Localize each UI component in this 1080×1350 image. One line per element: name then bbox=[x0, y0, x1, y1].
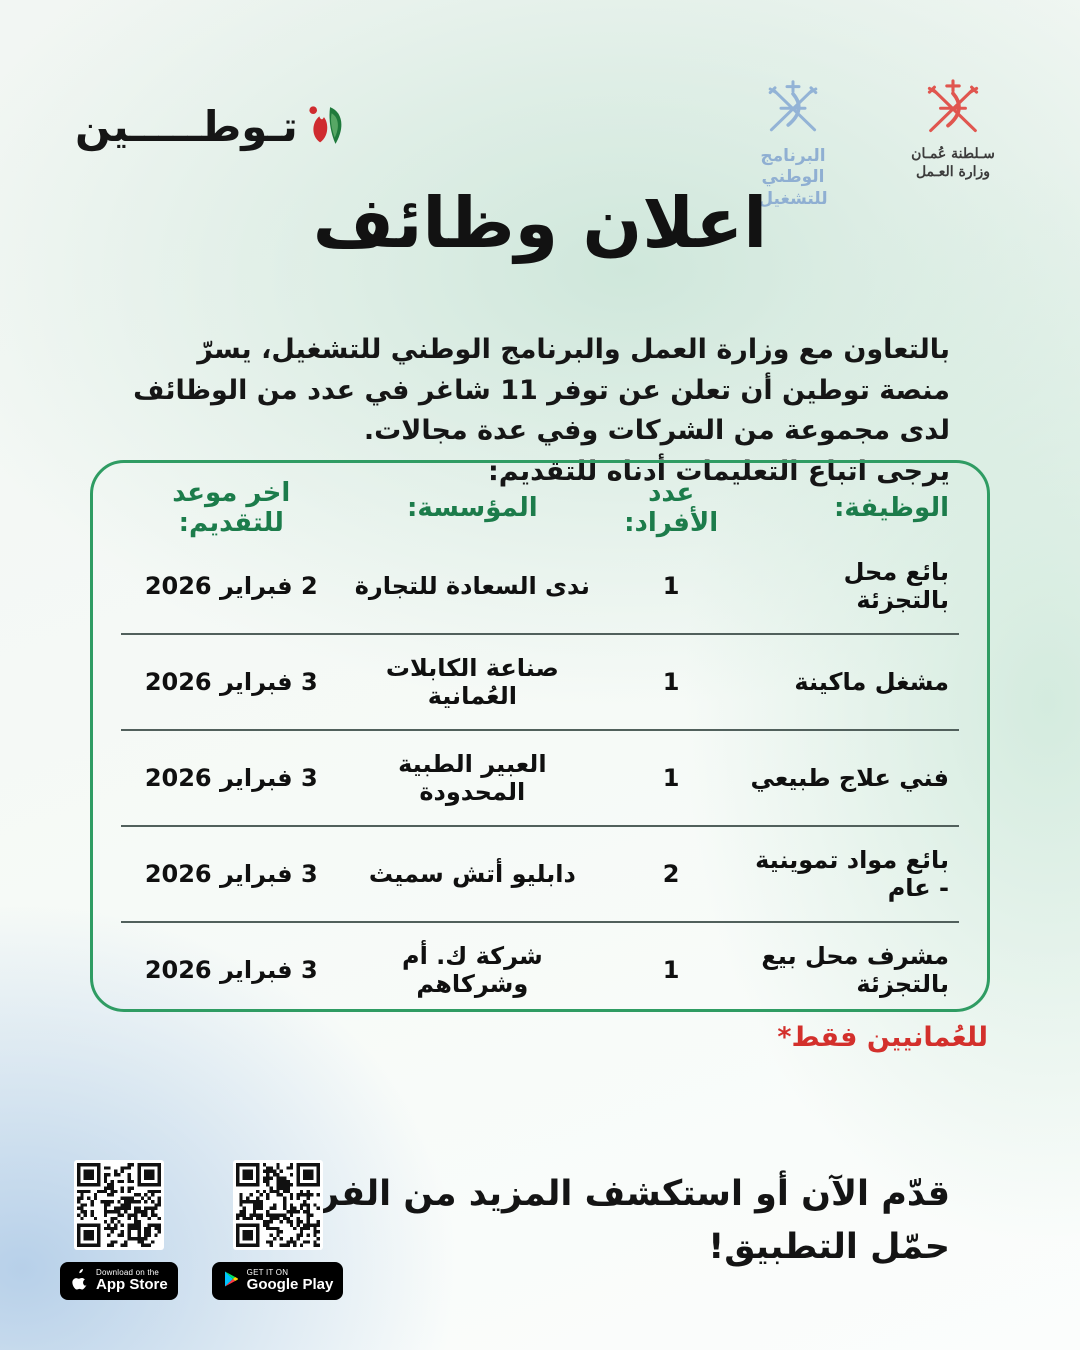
nep-label-line2: للتشغيل bbox=[758, 188, 828, 209]
footer-cta: قدّم الآن أو استكشف المزيد من الفرص. حمّ… bbox=[259, 1168, 950, 1273]
count-cell: 1 bbox=[662, 572, 680, 600]
googleplay-badge-top: GET IT ON bbox=[246, 1267, 289, 1277]
googleplay-qr-code bbox=[232, 1160, 323, 1250]
appstore-badge-bottom: App Store bbox=[96, 1276, 168, 1294]
tawteen-flower-icon bbox=[304, 96, 350, 156]
ministry-of-labour-logo: سـلطنة عُمـان وزارة العـمل bbox=[888, 76, 1018, 181]
table-row: مشغل ماكينة 1 صناعة الكابلات العُمانية 3… bbox=[117, 635, 963, 729]
header-job: الوظيفة: bbox=[834, 493, 949, 523]
appstore-column: Download on the App Store bbox=[60, 1160, 178, 1300]
company-cell: دابليو أتش سميث bbox=[368, 860, 576, 888]
header-count: عدد الأفراد: bbox=[624, 478, 719, 538]
row-divider bbox=[121, 825, 959, 827]
company-cell: شركة ك. أم وشركاهم bbox=[401, 942, 543, 998]
national-employment-program-logo: البرنامج الوطني للتشغيل bbox=[728, 76, 858, 210]
app-download-section: Download on the App Store GET IT ON bbox=[60, 1160, 344, 1300]
deadline-cell: 3 فبراير 2026 bbox=[144, 764, 318, 792]
table-row: بائع محل بالتجزئة 1 ندى السعادة للتجارة … bbox=[117, 539, 963, 633]
table-header-row: الوظيفة: عدد الأفراد: المؤسسة: اخر موعد … bbox=[117, 477, 963, 539]
googleplay-badge-bottom: Google Play bbox=[246, 1276, 334, 1294]
googleplay-column: GET IT ON Google Play bbox=[211, 1160, 344, 1300]
oman-emblem-icon bbox=[922, 76, 984, 142]
intro-text: بالتعاون مع وزارة العمل والبرنامج الوطني… bbox=[128, 330, 950, 492]
deadline-cell: 3 فبراير 2026 bbox=[144, 860, 318, 888]
row-divider bbox=[121, 921, 959, 923]
appstore-badge-top: Download on the bbox=[96, 1267, 160, 1277]
appstore-qr-code bbox=[73, 1160, 164, 1250]
intro-paragraph: بالتعاون مع وزارة العمل والبرنامج الوطني… bbox=[133, 334, 950, 446]
google-play-icon bbox=[222, 1269, 240, 1294]
table-row: بائع مواد تموينية - عام 2 دابليو أتش سمي… bbox=[117, 827, 963, 921]
job-cell: بائع محل بالتجزئة bbox=[843, 558, 949, 614]
omanis-only-note: للعُمانيين فقط* bbox=[777, 1022, 988, 1053]
job-cell: بائع مواد تموينية - عام bbox=[755, 846, 949, 902]
count-cell: 1 bbox=[662, 956, 680, 984]
count-cell: 2 bbox=[662, 860, 680, 888]
googleplay-badge[interactable]: GET IT ON Google Play bbox=[211, 1262, 344, 1300]
job-cell: مشرف محل بيع بالتجزئة bbox=[761, 942, 949, 998]
cta-line1: قدّم الآن أو استكشف المزيد من الفرص. bbox=[258, 1174, 950, 1214]
government-logos: البرنامج الوطني للتشغيل سـلطنة عُمـان وز… bbox=[728, 76, 1018, 210]
company-cell: ندى السعادة للتجارة bbox=[354, 572, 590, 600]
tawteen-logo: تـوطـــــين bbox=[75, 96, 350, 156]
tawteen-wordmark: تـوطـــــين bbox=[75, 101, 299, 151]
job-cell: مشغل ماكينة bbox=[794, 668, 949, 696]
page-title: اعلان وظائف bbox=[312, 182, 768, 264]
count-cell: 1 bbox=[662, 764, 680, 792]
company-cell: العبير الطبية المحدودة bbox=[398, 750, 547, 806]
cta-line2: حمّل التطبيق! bbox=[708, 1226, 950, 1267]
apple-icon bbox=[70, 1268, 89, 1295]
row-divider bbox=[121, 729, 959, 731]
table-row: مشرف محل بيع بالتجزئة 1 شركة ك. أم وشركا… bbox=[117, 923, 963, 1017]
deadline-cell: 3 فبراير 2026 bbox=[144, 668, 318, 696]
deadline-cell: 3 فبراير 2026 bbox=[144, 956, 318, 984]
company-cell: صناعة الكابلات العُمانية bbox=[385, 654, 559, 710]
appstore-badge[interactable]: Download on the App Store bbox=[60, 1262, 178, 1300]
oman-emblem-icon bbox=[763, 76, 823, 142]
header-deadline: اخر موعد للتقديم: bbox=[172, 478, 291, 538]
jobs-table: الوظيفة: عدد الأفراد: المؤسسة: اخر موعد … bbox=[90, 460, 990, 1012]
mol-label-line2: وزارة العـمل bbox=[915, 163, 991, 180]
nep-label-line1: البرنامج الوطني bbox=[760, 146, 826, 188]
job-cell: فني علاج طبيعي bbox=[750, 764, 949, 792]
mol-label-line1: سـلطنة عُمـان bbox=[911, 146, 995, 162]
deadline-cell: 2 فبراير 2026 bbox=[144, 572, 318, 600]
header-company: المؤسسة: bbox=[407, 493, 538, 523]
row-divider bbox=[121, 633, 959, 635]
count-cell: 1 bbox=[662, 668, 680, 696]
table-row: فني علاج طبيعي 1 العبير الطبية المحدودة … bbox=[117, 731, 963, 825]
